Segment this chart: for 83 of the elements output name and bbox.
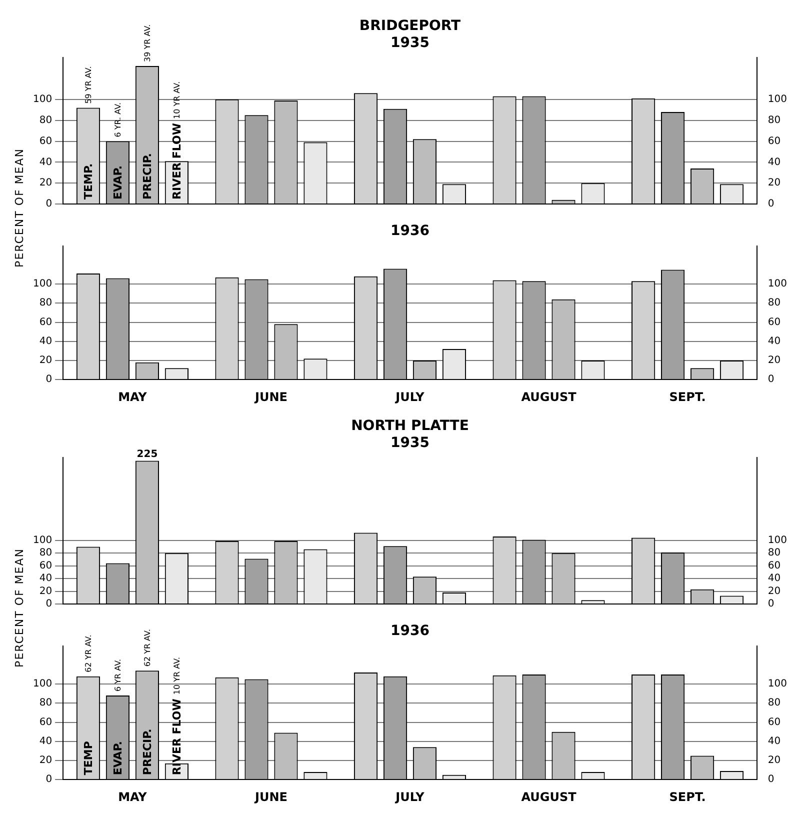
text: RIVER FLOW — [170, 698, 184, 776]
y-tick-label: 40 — [39, 156, 52, 168]
y-tick-label: 20 — [39, 586, 52, 597]
text: RIVER FLOW — [170, 122, 184, 200]
series-label: TEMP — [82, 741, 96, 776]
y2-tick-label: 80 — [768, 698, 781, 709]
y2-tick-label: 100 — [768, 94, 788, 106]
x-tick-label: JUNE — [254, 790, 288, 804]
y2-tick-label: 40 — [768, 336, 781, 347]
y-tick-label: 20 — [39, 755, 52, 766]
y2-tick-label: 80 — [768, 298, 781, 309]
series-label: EVAP. — [112, 741, 125, 776]
y2-tick-label: 60 — [768, 136, 781, 147]
y-tick-label: 60 — [39, 716, 52, 728]
y2-tick-label: 0 — [768, 598, 774, 610]
annotation: 10 YR AV. — [172, 81, 182, 119]
annotation: 6 YR. AV. — [114, 102, 123, 138]
y-tick-label: 0 — [46, 374, 52, 386]
y2-tick-label: 60 — [768, 560, 781, 572]
annotation: 10 YR AV. — [172, 656, 182, 695]
y-tick-label: 80 — [39, 698, 52, 709]
y-tick-label: 0 — [46, 774, 52, 786]
y-tick-label: 100 — [32, 278, 52, 290]
annotation: 62 YR AV. — [143, 628, 152, 667]
y-axis-title: PERCENT OF MEAN — [12, 148, 26, 268]
x-tick-label: AUGUST — [521, 790, 578, 804]
chart-title: NORTH PLATTE — [351, 418, 469, 434]
y-tick-label: 20 — [39, 355, 52, 366]
y-tick-label: 0 — [46, 598, 52, 610]
x-tick-label: JULY — [394, 390, 425, 404]
x-tick-label: SEPT. — [669, 390, 706, 404]
y2-tick-label: 0 — [768, 374, 774, 386]
y-axis-title: PERCENT OF MEAN — [12, 548, 26, 668]
y-tick-label: 60 — [39, 316, 52, 328]
y2-tick-label: 100 — [768, 534, 788, 546]
y-tick-label: 80 — [39, 114, 52, 126]
y2-tick-label: 40 — [768, 736, 781, 747]
y-tick-label: 100 — [32, 534, 52, 546]
x-tick-label: SEPT. — [669, 790, 706, 804]
annotation: 6 YR AV. — [114, 658, 123, 692]
y2-tick-label: 40 — [768, 156, 781, 168]
chart-subtitle: 1935 — [390, 434, 430, 451]
chart-subtitle: 1935 — [390, 34, 430, 51]
series-label: TEMP. — [82, 163, 96, 200]
y2-tick-label: 20 — [768, 586, 781, 597]
x-tick-label: MAY — [118, 790, 148, 804]
x-tick-label: JUNE — [254, 390, 288, 404]
series-label: PRECIP. — [141, 728, 154, 776]
series-label: EVAP. — [112, 165, 125, 200]
y-tick-label: 60 — [39, 560, 52, 572]
data-label: 225 — [136, 448, 158, 460]
y-tick-label: 80 — [39, 548, 52, 559]
annotation: 39 YR AV. — [143, 24, 152, 62]
y2-tick-label: 20 — [768, 355, 781, 366]
chart-title: 1936 — [390, 223, 430, 240]
y-tick-label: 0 — [46, 198, 52, 210]
y2-tick-label: 20 — [768, 178, 781, 189]
y-tick-label: 100 — [32, 94, 52, 106]
series-label: PRECIP. — [141, 153, 154, 200]
y2-tick-label: 100 — [768, 278, 788, 290]
y2-tick-label: 0 — [768, 774, 774, 786]
x-tick-label: JULY — [394, 790, 425, 804]
y-tick-label: 20 — [39, 178, 52, 189]
y-tick-label: 40 — [39, 336, 52, 347]
y2-tick-label: 40 — [768, 573, 781, 584]
annotation: 62 YR AV. — [84, 634, 94, 672]
y2-tick-label: 0 — [768, 198, 774, 210]
chart-title: BRIDGEPORT — [359, 18, 462, 34]
y2-tick-label: 20 — [768, 755, 781, 766]
y2-tick-label: 80 — [768, 114, 781, 126]
x-tick-label: AUGUST — [521, 390, 578, 404]
y2-tick-label: 100 — [768, 678, 788, 690]
y2-tick-label: 60 — [768, 716, 781, 728]
annotation: 59 YR AV. — [84, 66, 94, 104]
x-tick-label: MAY — [118, 390, 148, 404]
y-tick-label: 60 — [39, 136, 52, 147]
y-tick-label: 80 — [39, 298, 52, 309]
y2-tick-label: 80 — [768, 548, 781, 559]
y-tick-label: 40 — [39, 573, 52, 584]
chart-title: 1936 — [390, 623, 430, 640]
y-tick-label: 100 — [32, 678, 52, 690]
y-tick-label: 40 — [39, 736, 52, 747]
y2-tick-label: 60 — [768, 316, 781, 328]
